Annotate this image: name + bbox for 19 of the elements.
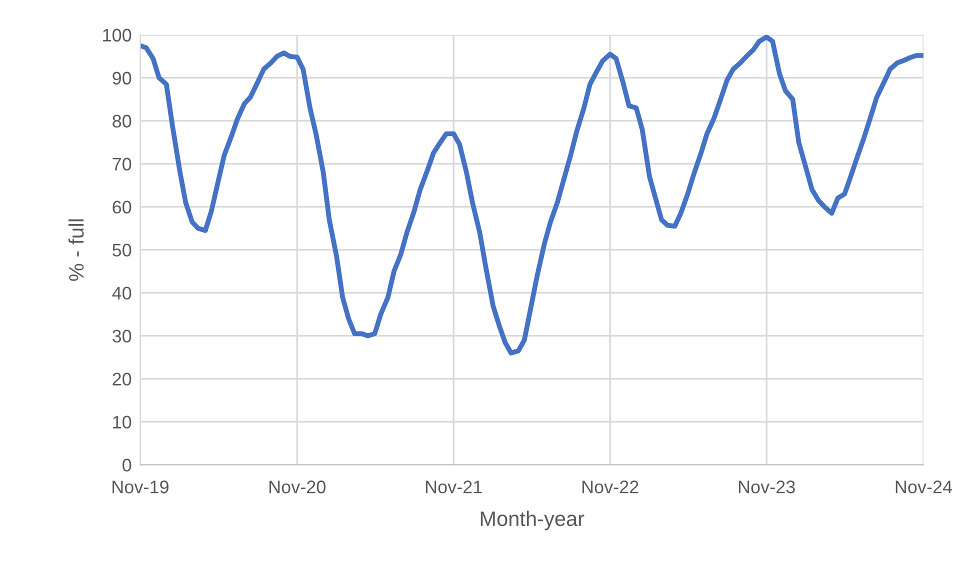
x-axis-title: Month-year	[480, 510, 584, 530]
y-tick-label: 40	[112, 286, 132, 300]
y-tick-label: 80	[112, 114, 132, 128]
y-tick-label: 10	[113, 416, 132, 429]
y-tick-label: 20	[112, 372, 132, 386]
y-tick-label: 0	[122, 458, 132, 472]
x-tick-label: Nov-24	[896, 480, 952, 494]
y-tick-label: 30	[112, 330, 132, 343]
y-tick-label: 60	[112, 200, 132, 214]
x-tick-label: Nov-19	[112, 480, 168, 494]
x-tick-label: Nov-20	[270, 480, 326, 494]
x-tick-label: Nov-23	[738, 480, 795, 494]
y-tick-label: 100	[103, 28, 132, 42]
y-tick-label: 50	[112, 244, 132, 257]
y-tick-label: 70	[112, 158, 132, 171]
y-tick-label: 90	[112, 72, 132, 85]
y-axis-title: % - full	[68, 219, 84, 281]
x-tick-label: Nov-21	[426, 480, 482, 494]
x-tick-label: Nov-22	[582, 480, 638, 494]
